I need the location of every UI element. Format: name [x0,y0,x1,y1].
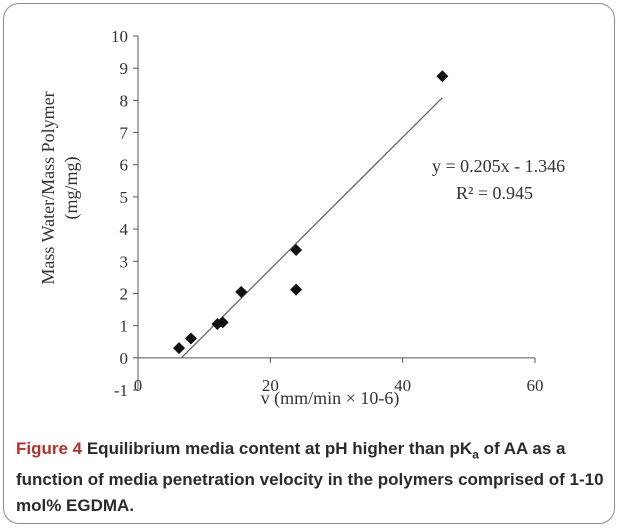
data-point [235,285,248,298]
figure-caption: Figure 4 Equilibrium media content at pH… [16,436,606,519]
x-tick-label: 0 [134,376,143,395]
y-tick-label: 10 [111,27,128,46]
caption-lead: Figure 4 [16,439,83,458]
y-tick-label: 5 [120,188,129,207]
y-axis-label-line1: Mass Water/Mass Polymer [38,91,58,284]
x-tick-label: 40 [394,376,411,395]
data-point [184,332,197,345]
x-axis-label: v (mm/min × 10-6) [261,388,400,409]
caption-body-2: of AA as a function of media penetration… [16,439,604,516]
data-point [216,316,229,329]
caption-body-1: Equilibrium media content at pH higher t… [82,439,473,458]
chart: -1 0 1 2 3 4 5 6 7 8 9 10 0 20 40 60 y = 0.205x - 1.346… [38,27,565,409]
x-tick-label: 20 [262,376,279,395]
caption-subscript: a [472,447,479,462]
y-tick-label: 2 [120,284,129,303]
data-point [290,244,303,257]
y-tick-label: 3 [120,252,129,271]
figure-frame [3,3,615,524]
trendline [181,97,443,359]
y-tick-label: 9 [120,59,129,78]
y-tick-label: 7 [120,124,129,143]
y-tick-label: 8 [120,91,129,110]
y-tick-label: -1 [114,381,128,400]
trendline-equation: y = 0.205x - 1.346 [432,156,565,176]
chart-ticks: -1 0 1 2 3 4 5 6 7 8 9 10 0 20 40 60 [111,27,544,400]
y-tick-label: 1 [120,317,129,336]
data-point [173,342,186,355]
data-point [290,283,303,296]
y-tick-label: 0 [120,349,129,368]
data-point [436,70,449,83]
y-tick-label: 4 [120,220,129,239]
r-squared-label: R² = 0.945 [456,183,533,203]
chart-axes [137,36,535,390]
chart-points [173,70,449,355]
y-axis-label-line2: (mg/mg) [61,157,82,220]
y-tick-label: 6 [120,156,129,175]
x-tick-label: 60 [527,376,544,395]
